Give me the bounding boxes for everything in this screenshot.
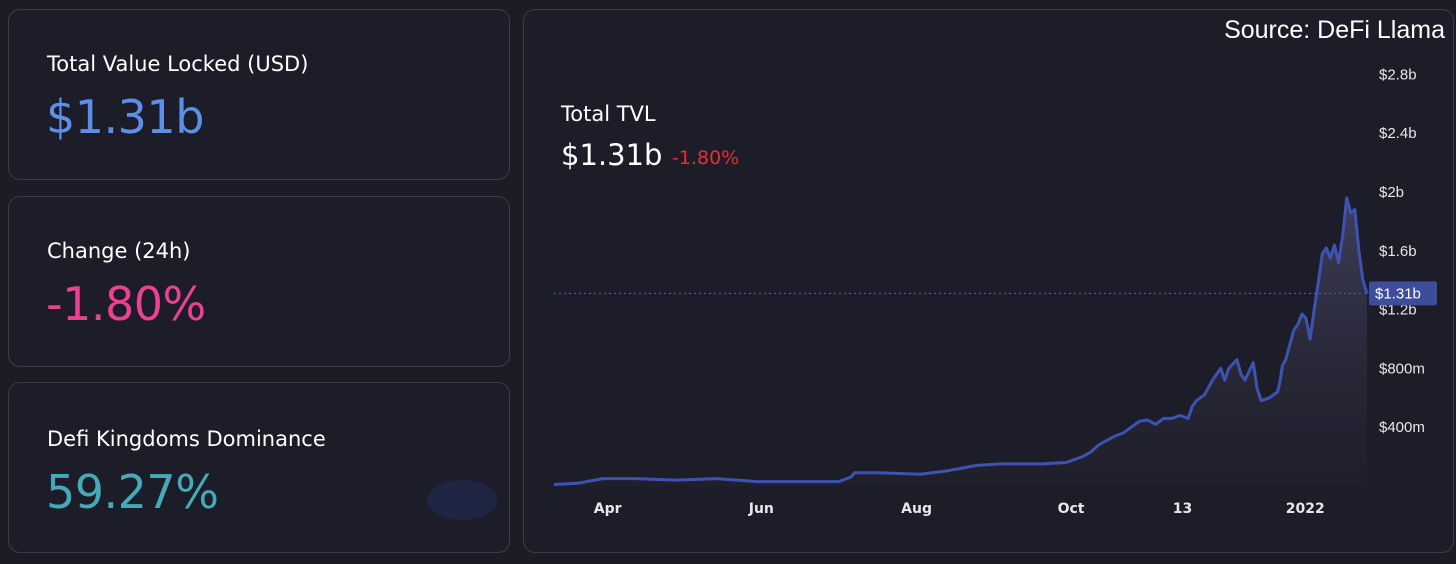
x-tick-label: Aug <box>901 501 932 517</box>
x-tick-label: Apr <box>594 501 622 517</box>
x-tick-label: 13 <box>1173 501 1192 517</box>
y-tick-label: $2.4b <box>1379 125 1417 142</box>
dominance-card-label: Defi Kingdoms Dominance <box>47 427 326 451</box>
chart-tvl-value: $1.31b <box>561 138 663 172</box>
y-tick-label: $2.8b <box>1379 66 1417 83</box>
tvl-area <box>554 197 1367 486</box>
x-tick-label: Jun <box>748 501 774 517</box>
change-card-label: Change (24h) <box>47 239 191 263</box>
y-tick-label: $1.6b <box>1379 243 1417 260</box>
x-tick-label: Oct <box>1058 501 1085 517</box>
x-tick-label: 2022 <box>1286 501 1325 517</box>
y-tick-label: $1.2b <box>1379 302 1417 319</box>
tvl-card-label: Total Value Locked (USD) <box>47 52 309 76</box>
tvl-line <box>553 196 1369 486</box>
y-tick-label: $800m <box>1379 360 1425 377</box>
change-card-value: -1.80% <box>46 277 206 331</box>
current-value-label: $1.31b <box>1375 285 1421 302</box>
dominance-card: Defi Kingdoms Dominance 59.27% <box>8 382 510 553</box>
chart-tvl-label: Total TVL <box>561 102 656 126</box>
change-card: Change (24h) -1.80% <box>8 196 510 367</box>
y-tick-label: $400m <box>1379 419 1425 436</box>
tvl-chart[interactable]: $400m $800m $1.2b $1.6b $2b $2.4b $2.8b Apr Jun… <box>524 10 1454 553</box>
source-credit: Source: DeFi Llama <box>1224 16 1445 44</box>
tvl-card: Total Value Locked (USD) $1.31b <box>8 9 510 180</box>
tvl-chart-panel: $400m $800m $1.2b $1.6b $2b $2.4b $2.8b Apr Jun… <box>523 9 1454 553</box>
current-value-label-bg <box>1369 281 1437 306</box>
decorative-blob <box>427 480 497 520</box>
chart-tvl-change: -1.80% <box>672 147 740 169</box>
dominance-card-value: 59.27% <box>46 465 219 519</box>
tvl-card-value: $1.31b <box>46 90 204 144</box>
y-tick-label: $2b <box>1379 184 1404 201</box>
